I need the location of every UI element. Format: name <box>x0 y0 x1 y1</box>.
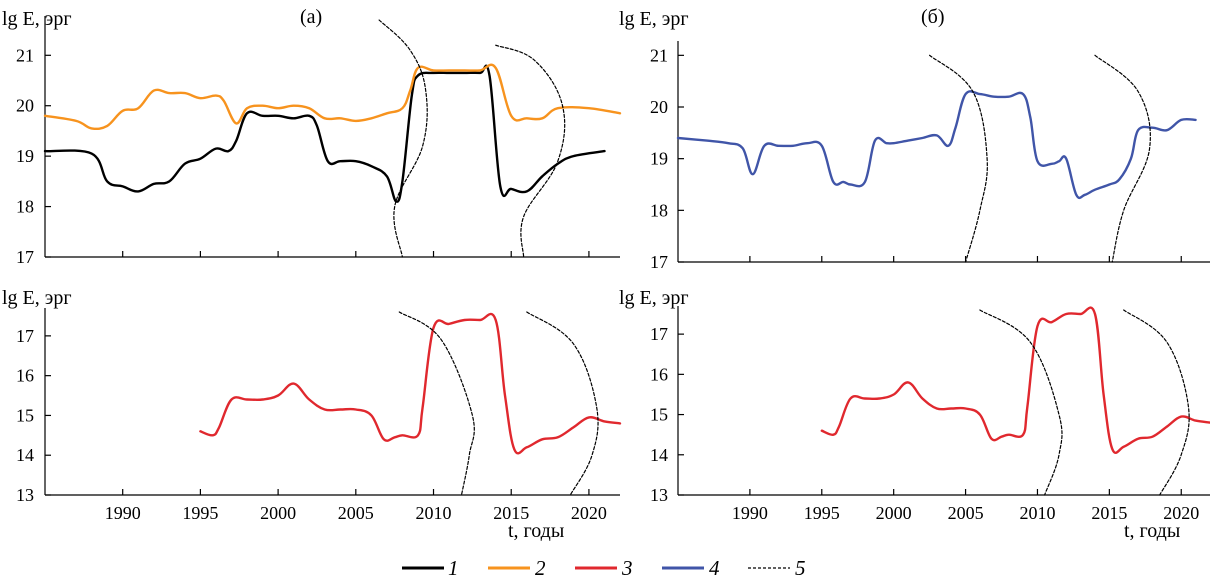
x-tick-label: 2015 <box>1091 503 1127 523</box>
y-tick-label: 16 <box>16 366 34 386</box>
series-5-dashed-line <box>979 309 1063 496</box>
series-5-dashed-line <box>526 311 599 496</box>
y-tick-label: 14 <box>16 445 34 465</box>
legend-label-1: 1 <box>448 556 459 580</box>
x-tick-label: 2015 <box>493 503 529 523</box>
y-tick-label: 17 <box>16 247 34 267</box>
y-tick-label: 15 <box>650 405 668 425</box>
x-axis-label-left: t, годы <box>508 520 564 542</box>
x-tick-label: 2020 <box>1163 503 1199 523</box>
x-tick-label: 1995 <box>182 503 218 523</box>
chart-a-bottom: 13 14 15 16 17 1990 1995 2000 2005 2010 2015 2020 <box>16 308 622 523</box>
legend-label-3: 3 <box>621 556 633 580</box>
legend-label-2: 2 <box>535 556 546 580</box>
x-tick-label: 1995 <box>804 503 840 523</box>
y-tick-label: 17 <box>650 324 668 344</box>
legend-label-4: 4 <box>709 556 720 580</box>
x-tick-label: 2005 <box>338 503 374 523</box>
x-tick-label: 2010 <box>1019 503 1055 523</box>
series-3-line <box>820 306 1210 454</box>
y-tick-label: 19 <box>650 149 668 169</box>
y-axis-label-a-top: lg E, эрг <box>2 8 72 30</box>
series-5-dashed-line <box>398 311 475 496</box>
series-1-line <box>43 64 606 203</box>
x-tick-label: 2010 <box>416 503 452 523</box>
y-axis-label-b-bottom: lg E, эрг <box>619 287 689 309</box>
series-5-dashed-line <box>1123 309 1190 496</box>
series-5-dashed-line <box>495 44 566 258</box>
x-tick-label: 2000 <box>876 503 912 523</box>
chart-b-bottom: 13 14 15 16 17 1990 1995 2000 2005 2010 2015 2020 <box>650 306 1210 523</box>
x-tick-label: 1990 <box>732 503 768 523</box>
y-tick-label: 13 <box>16 485 34 505</box>
y-tick-label: 17 <box>16 326 34 346</box>
series-4-line <box>676 90 1197 200</box>
y-tick-label: 20 <box>650 97 668 117</box>
x-tick-label: 2005 <box>948 503 984 523</box>
y-axis-label-b-top: lg E, эрг <box>619 8 689 30</box>
y-tick-label: 15 <box>16 405 34 425</box>
series-2-line <box>43 63 622 131</box>
chart-a-top: 17 18 19 20 21 <box>16 16 622 267</box>
legend: 1 2 3 4 5 <box>402 556 806 580</box>
legend-label-5: 5 <box>795 556 806 580</box>
series-5-dashed-line <box>929 54 988 263</box>
y-axis-label-a-bottom: lg E, эрг <box>2 287 72 309</box>
y-tick-label: 16 <box>650 364 668 384</box>
panel-label-left: (а) <box>300 6 322 28</box>
y-tick-label: 18 <box>650 200 668 220</box>
y-tick-label: 18 <box>16 197 34 217</box>
y-tick-label: 17 <box>650 252 668 272</box>
y-tick-label: 19 <box>16 146 34 166</box>
y-tick-label: 21 <box>650 45 668 65</box>
series-3-line <box>199 312 622 455</box>
x-tick-label: 2020 <box>571 503 607 523</box>
y-tick-label: 20 <box>16 96 34 116</box>
chart-b-top: 17 18 19 20 21 <box>650 41 1210 272</box>
series-5-dashed-line <box>378 19 428 258</box>
x-tick-label: 1990 <box>105 503 141 523</box>
series-5-dashed-line <box>1094 54 1151 263</box>
y-tick-label: 14 <box>650 445 668 465</box>
y-tick-label: 13 <box>650 485 668 505</box>
x-axis-label-right: t, годы <box>1124 520 1180 542</box>
x-tick-label: 2000 <box>260 503 296 523</box>
panel-label-right: (б) <box>921 6 945 28</box>
y-tick-label: 21 <box>16 45 34 65</box>
